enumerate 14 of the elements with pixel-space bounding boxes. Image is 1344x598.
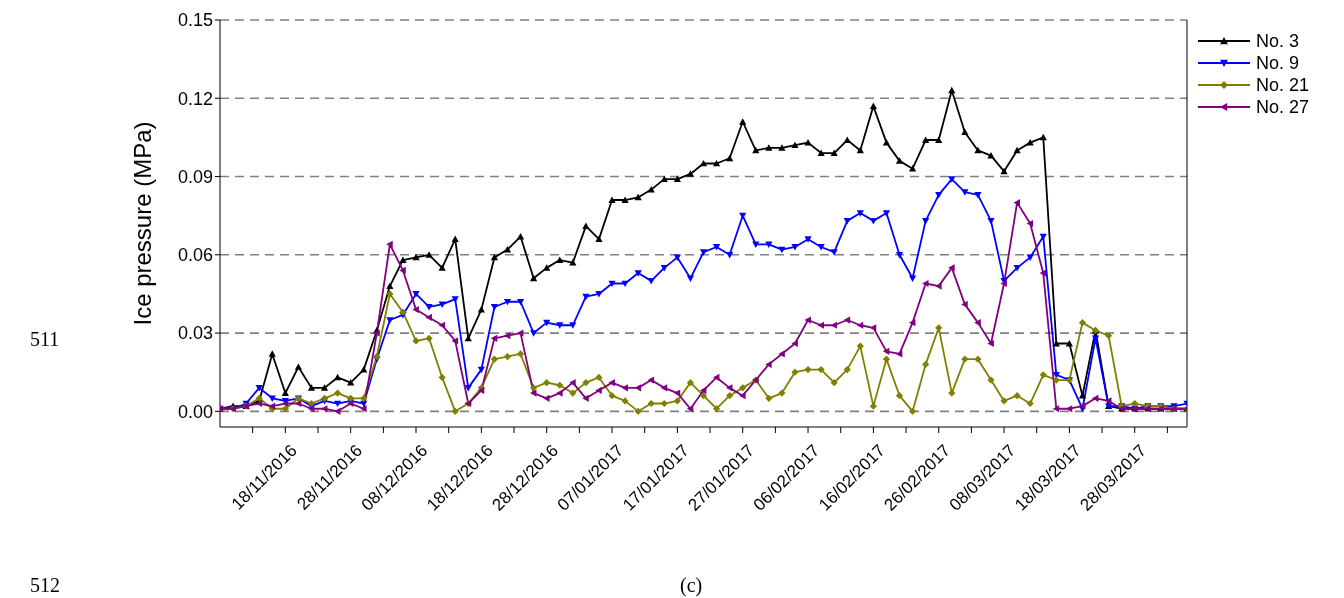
legend-label: No. 9 (1256, 52, 1300, 74)
y-tick-label: 0.15 (177, 10, 213, 31)
legend-label: No. 27 (1256, 96, 1310, 118)
y-tick-label: 0.06 (177, 245, 213, 266)
y-axis-title: Ice pressure (MPa) (128, 121, 156, 326)
legend-label: No. 21 (1256, 74, 1310, 96)
text: (c) (680, 574, 703, 597)
legend-label: No. 3 (1256, 30, 1300, 52)
text: 512 (30, 574, 60, 597)
y-tick-label: 0.12 (177, 88, 213, 109)
y-tick-label: 0.09 (177, 166, 213, 187)
y-tick-label: 0.00 (177, 401, 213, 422)
y-tick-label: 0.03 (177, 323, 213, 344)
text: 511 (30, 328, 60, 351)
